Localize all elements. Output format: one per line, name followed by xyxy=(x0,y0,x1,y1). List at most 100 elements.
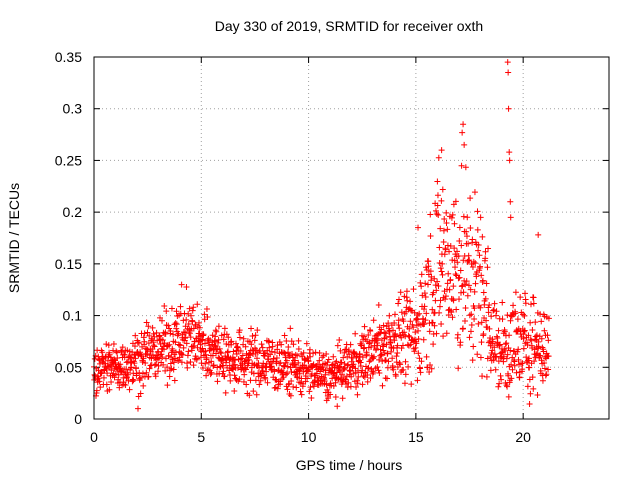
data-point xyxy=(99,349,106,356)
data-point xyxy=(126,386,133,393)
data-point xyxy=(269,343,276,350)
data-point xyxy=(533,351,540,358)
data-point xyxy=(385,320,392,327)
data-point xyxy=(496,342,503,349)
data-point xyxy=(206,342,213,349)
data-point xyxy=(541,327,548,334)
data-point xyxy=(386,333,393,340)
data-point xyxy=(386,312,393,319)
data-point xyxy=(535,231,542,238)
x-tick-labels: 0 5 10 15 20 xyxy=(90,429,531,445)
data-point xyxy=(198,360,205,367)
data-point xyxy=(427,211,434,218)
data-point xyxy=(128,364,135,371)
data-point xyxy=(330,382,337,389)
y-tick-label: 0.3 xyxy=(63,101,83,117)
data-point xyxy=(505,393,512,400)
data-point xyxy=(463,228,470,235)
data-point xyxy=(465,252,472,259)
data-point xyxy=(207,371,214,378)
data-point xyxy=(124,347,131,354)
data-point xyxy=(117,368,124,375)
data-point xyxy=(364,365,371,372)
data-point xyxy=(167,360,174,367)
data-point xyxy=(184,364,191,371)
data-point xyxy=(456,296,463,303)
data-point xyxy=(254,327,261,334)
data-point xyxy=(439,271,446,278)
data-point xyxy=(145,373,152,380)
data-point xyxy=(289,351,296,358)
data-point xyxy=(268,363,275,370)
data-point xyxy=(529,327,536,334)
data-point xyxy=(274,385,281,392)
data-point xyxy=(114,349,121,356)
data-point xyxy=(302,378,309,385)
data-point xyxy=(452,198,459,205)
data-point xyxy=(393,333,400,340)
data-point xyxy=(450,283,457,290)
data-point xyxy=(336,336,343,343)
data-point xyxy=(450,296,457,303)
data-point xyxy=(223,340,230,347)
data-point xyxy=(442,296,449,303)
data-point xyxy=(146,365,153,372)
data-point xyxy=(163,308,170,315)
data-point xyxy=(142,359,149,366)
data-point xyxy=(423,310,430,317)
data-point xyxy=(395,296,402,303)
data-point xyxy=(114,355,121,362)
data-point xyxy=(183,283,190,290)
data-point xyxy=(539,377,546,384)
data-point xyxy=(407,318,414,325)
data-point xyxy=(402,371,409,378)
data-point xyxy=(125,377,132,384)
data-point xyxy=(506,149,513,156)
data-point xyxy=(213,328,220,335)
data-point xyxy=(437,225,444,232)
data-point xyxy=(370,353,377,360)
data-point xyxy=(392,311,399,318)
data-point xyxy=(540,348,547,355)
data-point xyxy=(366,358,373,365)
data-point xyxy=(460,121,467,128)
data-point xyxy=(415,336,422,343)
plot-frame xyxy=(93,56,610,420)
data-point xyxy=(165,322,172,329)
data-point xyxy=(160,361,167,368)
data-point xyxy=(210,362,217,369)
data-point xyxy=(274,342,281,349)
data-point xyxy=(118,367,125,374)
data-point xyxy=(212,327,219,334)
data-point xyxy=(257,377,264,384)
data-point xyxy=(505,105,512,112)
data-point xyxy=(246,392,253,399)
data-point xyxy=(182,334,189,341)
data-point xyxy=(236,334,243,341)
data-point xyxy=(486,325,493,332)
data-point xyxy=(440,227,447,234)
data-point xyxy=(510,302,517,309)
data-point xyxy=(375,302,382,309)
data-point xyxy=(460,257,467,264)
data-point xyxy=(470,258,477,265)
data-point xyxy=(271,368,278,375)
data-point xyxy=(456,224,463,231)
data-point xyxy=(408,381,415,388)
data-point xyxy=(245,351,252,358)
data-point xyxy=(288,377,295,384)
data-point xyxy=(485,309,492,316)
data-point xyxy=(169,347,176,354)
data-point xyxy=(253,391,260,398)
data-point xyxy=(133,365,140,372)
data-point xyxy=(133,370,140,377)
data-point xyxy=(504,351,511,358)
data-point xyxy=(407,298,414,305)
data-point xyxy=(337,347,344,354)
data-point xyxy=(228,338,235,345)
data-point xyxy=(438,268,445,275)
data-point xyxy=(522,300,529,307)
data-point xyxy=(208,369,215,376)
data-point xyxy=(143,369,150,376)
data-point xyxy=(401,329,408,336)
